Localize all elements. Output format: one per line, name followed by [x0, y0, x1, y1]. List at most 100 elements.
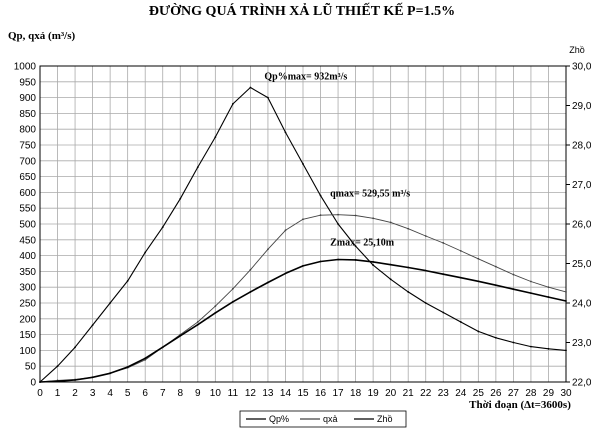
data-point [547, 347, 550, 350]
data-point [144, 358, 147, 361]
x-tick-label: 6 [142, 388, 148, 399]
data-point [302, 163, 304, 165]
data-point [144, 251, 147, 254]
data-point [530, 345, 532, 348]
data-point [512, 341, 515, 344]
x-tick-label: 17 [333, 388, 345, 399]
data-point [565, 300, 567, 302]
x-tick-label: 23 [438, 388, 450, 399]
data-point [512, 273, 515, 276]
y-left-tick-label: 400 [19, 251, 36, 262]
data-point [424, 269, 427, 272]
x-tick-label: 25 [473, 388, 485, 399]
data-point [407, 227, 410, 230]
data-point [179, 334, 182, 337]
data-point [109, 372, 112, 375]
y-left-tick-label: 800 [19, 125, 36, 136]
data-point [249, 268, 252, 271]
data-point [354, 214, 357, 217]
data-point [459, 321, 462, 323]
data-point [565, 349, 567, 352]
y-right-tick-label: 27,0 [572, 180, 592, 191]
data-point [179, 197, 182, 200]
data-point [91, 376, 94, 379]
y-left-tick-label: 450 [19, 235, 36, 246]
y-axis-left-title: Qp, qxả (m³/s) [8, 30, 76, 42]
data-point [56, 365, 59, 368]
y-left-tick-label: 50 [25, 362, 37, 373]
x-tick-label: 27 [508, 388, 520, 399]
data-point [459, 249, 462, 252]
x-tick-label: 20 [385, 388, 397, 399]
data-point [214, 311, 217, 314]
y-right-tick-label: 23,0 [572, 338, 592, 349]
y-left-tick-label: 500 [19, 220, 36, 231]
data-point [547, 296, 550, 298]
data-point [442, 242, 445, 244]
legend-label: Qp% [269, 414, 289, 424]
data-point [407, 291, 410, 293]
data-point [214, 305, 217, 308]
data-point [302, 264, 304, 267]
data-point [565, 291, 567, 293]
x-tick-label: 7 [160, 388, 166, 399]
y-right-tick-label: 25,0 [572, 259, 592, 270]
data-point [494, 336, 497, 339]
y-left-tick-label: 750 [19, 141, 36, 152]
data-point [126, 366, 129, 368]
data-point [302, 218, 304, 221]
x-tick-label: 12 [245, 388, 257, 399]
data-point [161, 346, 164, 349]
x-tick-label: 28 [525, 388, 537, 399]
x-tick-label: 1 [55, 388, 61, 399]
y-left-tick-label: 1000 [14, 62, 37, 73]
x-tick-label: 18 [350, 388, 362, 399]
y-axis-right-title: Zhồ [569, 45, 585, 55]
data-point [372, 217, 375, 220]
data-point [231, 287, 234, 290]
data-point [284, 229, 287, 232]
data-point [144, 357, 147, 360]
x-tick-label: 10 [210, 388, 222, 399]
x-tick-label: 22 [420, 388, 432, 399]
data-point [354, 245, 357, 248]
data-point [407, 266, 410, 269]
x-tick-label: 30 [560, 388, 572, 399]
x-tick-label: 21 [403, 388, 415, 399]
data-point [267, 248, 269, 251]
data-point [372, 264, 375, 266]
y-right-tick-label: 24,0 [572, 299, 592, 310]
y-left-tick-label: 850 [19, 109, 36, 120]
data-point [56, 380, 59, 383]
x-tick-label: 24 [455, 388, 467, 399]
data-point [284, 131, 287, 134]
y-left-tick-label: 900 [19, 93, 36, 104]
annotation-label: qmax= 529,55 m³/s [330, 189, 410, 200]
data-point [249, 291, 252, 293]
data-point [442, 273, 445, 276]
x-tick-label: 4 [107, 388, 113, 399]
data-point [231, 300, 234, 303]
data-point [267, 96, 269, 99]
x-tick-label: 2 [72, 388, 78, 399]
data-point [477, 257, 480, 260]
y-right-tick-label: 28,0 [572, 141, 592, 152]
data-point [196, 321, 199, 323]
data-point [372, 261, 375, 263]
legend-box [239, 410, 407, 428]
y-left-tick-label: 250 [19, 299, 36, 310]
data-point [319, 260, 322, 263]
data-point [389, 221, 392, 224]
plot-frame [39, 65, 567, 383]
legend-label: Zhồ [377, 414, 393, 424]
x-tick-label: 14 [280, 388, 292, 399]
data-point [424, 235, 427, 237]
x-tick-label: 9 [195, 388, 201, 399]
data-point [196, 166, 199, 169]
y-left-tick-label: 650 [19, 172, 36, 183]
y-left-tick-label: 350 [19, 267, 36, 278]
x-tick-label: 29 [543, 388, 555, 399]
x-tick-label: 0 [37, 388, 43, 399]
y-left-tick-label: 950 [19, 77, 36, 88]
